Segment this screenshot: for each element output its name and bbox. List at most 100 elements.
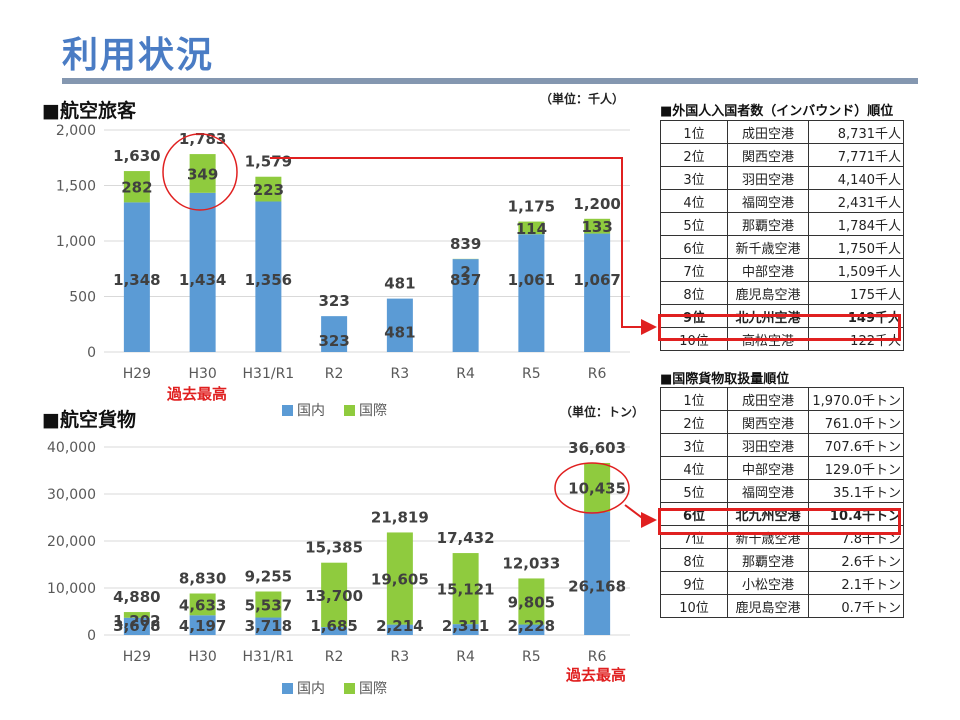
- cargo-rank-airport: 鹿児島空港: [727, 594, 809, 618]
- cargo-rank-row: 10位 鹿児島空港 0.7千トン: [660, 594, 904, 618]
- passenger-rank-row: 4位 福岡空港 2,431千人: [660, 189, 904, 213]
- cargo-label-total: 12,033: [502, 554, 560, 572]
- cargo-rank-airport: 北九州空港: [727, 502, 809, 526]
- cargo-rank-airport: 福岡空港: [727, 479, 809, 503]
- cargo-label-domestic: 2,214: [376, 617, 423, 635]
- cargo-rank-airport: 那覇空港: [727, 548, 809, 572]
- cargo-bar-domestic: [518, 624, 545, 635]
- cargo-rank-airport: 関西空港: [727, 410, 809, 434]
- passenger-rank-row: 8位 鹿児島空港 175千人: [660, 281, 904, 305]
- cargo-label-domestic: 4,197: [179, 617, 226, 635]
- passenger-rank-rank: 2位: [660, 143, 728, 167]
- cargo-rank-airport: 羽田空港: [727, 433, 809, 457]
- passenger-label-international: 282: [121, 179, 152, 197]
- passenger-rank-value: 4,140千人: [808, 166, 904, 190]
- passenger-bar-domestic: [584, 233, 611, 352]
- cargo-rank-airport: 中部空港: [727, 456, 809, 480]
- cargo-label-domestic: 2,311: [442, 617, 489, 635]
- cargo-rank-row: 8位 那覇空港 2.6千トン: [660, 548, 904, 572]
- cargo-rank-rank: 4位: [660, 456, 728, 480]
- passenger-rank-row: 2位 関西空港 7,771千人: [660, 143, 904, 167]
- cargo-x-tick-label: R3: [391, 649, 410, 665]
- passenger-rank-title: ■外国人入国者数（インバウンド）順位: [660, 104, 894, 119]
- passenger-label-total: 1,630: [113, 147, 160, 165]
- passenger-rank-rank: 7位: [660, 258, 728, 282]
- cargo-x-tick-label: R6: [588, 649, 607, 665]
- cargo-bar-international: [189, 593, 216, 616]
- cargo-bar-international: [321, 562, 348, 628]
- passenger-rank-rank: 6位: [660, 235, 728, 259]
- passenger-label-total: 1,200: [573, 195, 620, 213]
- cargo-label-international: 10,435: [568, 479, 626, 497]
- cargo-rank-row: 1位 成田空港 1,970.0千トン: [660, 387, 904, 411]
- cargo-bar-domestic: [452, 624, 479, 635]
- title-divider: [62, 78, 918, 84]
- cargo-rank-rank: 7位: [660, 525, 728, 549]
- passenger-y-tick-label: 1,000: [56, 234, 96, 250]
- cargo-y-tick-label: 40,000: [47, 440, 96, 456]
- passenger-rank-airport: 福岡空港: [727, 189, 809, 213]
- cargo-label-domestic: 3,718: [245, 617, 292, 635]
- cargo-highlight-box: [658, 508, 901, 535]
- cargo-label-international: 1,202: [113, 612, 160, 630]
- cargo-x-tick-label: R4: [456, 649, 475, 665]
- cargo-legend-swatch: [282, 683, 293, 694]
- passenger-bar-domestic: [123, 202, 150, 352]
- cargo-legend-label: 国際: [359, 681, 387, 697]
- cargo-rank-row: 2位 関西空港 761.0千トン: [660, 410, 904, 434]
- passenger-y-tick-label: 1,500: [56, 179, 96, 195]
- passenger-x-tick-label: H31/R1: [243, 366, 295, 382]
- passenger-bar-domestic: [189, 192, 216, 352]
- passenger-legend-label: 国内: [297, 403, 325, 419]
- cargo-rank-rank: 8位: [660, 548, 728, 572]
- passenger-label-total: 839: [450, 235, 481, 253]
- cargo-x-tick-label: R5: [522, 649, 541, 665]
- cargo-y-tick-label: 0: [87, 628, 96, 644]
- cargo-x-tick-label: H29: [123, 649, 151, 665]
- cargo-y-tick-label: 10,000: [47, 581, 96, 597]
- passenger-rank-value: 7,771千人: [808, 143, 904, 167]
- passenger-rank-row: 5位 那覇空港 1,784千人: [660, 212, 904, 236]
- cargo-label-total: 8,830: [179, 569, 226, 587]
- passenger-rank-airport: 成田空港: [727, 120, 809, 144]
- passenger-label-domestic: 323: [318, 332, 349, 350]
- cargo-label-total: 15,385: [305, 539, 363, 557]
- cargo-rank-row: 5位 福岡空港 35.1千トン: [660, 479, 904, 503]
- cargo-bar-international: [452, 553, 479, 625]
- passenger-label-international: 114: [516, 220, 547, 238]
- passenger-label-total: 1,175: [508, 198, 555, 216]
- cargo-label-international: 15,121: [437, 581, 495, 599]
- cargo-rank-table: 1位 成田空港 1,970.0千トン 2位 関西空港 761.0千トン 3位 羽田空港 707.…: [660, 387, 904, 618]
- cargo-unit-label: （単位：トン）: [560, 405, 645, 419]
- cargo-label-domestic: 2,228: [508, 617, 555, 635]
- passenger-legend-swatch: [344, 405, 355, 416]
- passenger-x-tick-label: R3: [391, 366, 410, 382]
- cargo-rank-title: ■国際貨物取扱量順位: [660, 372, 790, 387]
- cargo-x-tick-label: H30: [188, 649, 216, 665]
- passenger-x-tick-label: H29: [123, 366, 151, 382]
- passenger-x-tick-label: R5: [522, 366, 541, 382]
- passenger-rank-rank: 4位: [660, 189, 728, 213]
- cargo-rank-value: 707.6千トン: [808, 433, 904, 457]
- passenger-bar-domestic: [518, 234, 545, 352]
- cargo-label-international: 5,537: [245, 597, 292, 615]
- passenger-chart: 2,000 1,500 1,000 500 0 H29 1,348 282 1,630 H30 1,…: [56, 123, 630, 419]
- cargo-rank-rank: 2位: [660, 410, 728, 434]
- passenger-label-domestic: 1,434: [179, 271, 226, 289]
- cargo-rank-rank: 9位: [660, 571, 728, 595]
- cargo-label-domestic: 3,678: [113, 617, 160, 635]
- passenger-rank-value: 8,731千人: [808, 120, 904, 144]
- passenger-rank-rank: 5位: [660, 212, 728, 236]
- page-title: 利用状況: [62, 35, 215, 76]
- cargo-bar-international: [386, 532, 413, 625]
- passenger-x-tick-label: R6: [588, 366, 607, 382]
- passenger-label-international: 133: [581, 218, 612, 236]
- cargo-y-tick-label: 20,000: [47, 534, 96, 550]
- passenger-unit-label: （単位：千人）: [540, 92, 625, 106]
- passenger-rank-row: 6位 新千歳空港 1,750千人: [660, 235, 904, 259]
- passenger-rank-value: 2,431千人: [808, 189, 904, 213]
- cargo-bar-domestic: [386, 624, 413, 635]
- passenger-label-total: 323: [318, 292, 349, 310]
- passenger-label-international: 349: [187, 165, 218, 183]
- cargo-rank-value: 761.0千トン: [808, 410, 904, 434]
